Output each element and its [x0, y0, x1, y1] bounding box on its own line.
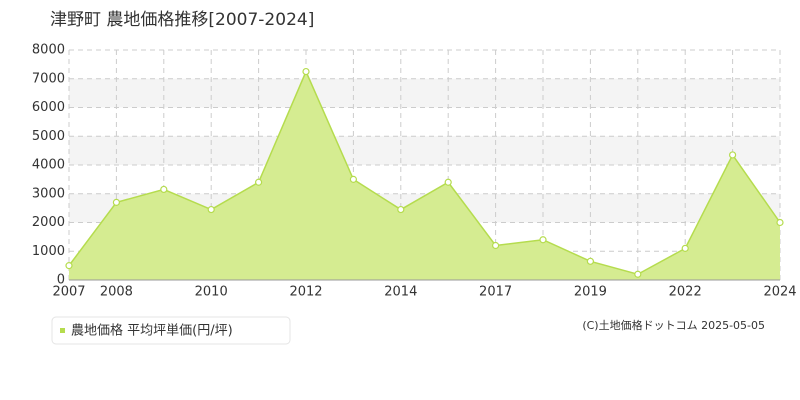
x-tick-label: 2017: [479, 285, 512, 300]
y-tick-label: 2000: [32, 215, 65, 230]
y-tick-label: 1000: [32, 244, 65, 259]
x-tick-label: 2007: [52, 285, 85, 300]
legend: 農地価格 平均坪単価(円/坪): [51, 316, 291, 345]
x-tick-label: 2022: [669, 285, 702, 300]
line: [68, 69, 781, 276]
x-tick-label: 2014: [384, 285, 417, 300]
marker: [255, 178, 263, 186]
x-tick-label: 2012: [289, 285, 322, 300]
marker: [160, 185, 168, 194]
marker: [207, 205, 215, 214]
band: [69, 136, 780, 165]
x-tick-label: 2019: [574, 285, 607, 300]
marker: [634, 270, 642, 278]
credit: (C)土地価格ドットコム 2025-05-05: [582, 318, 765, 332]
x-tick-label: 2008: [100, 285, 133, 300]
x-tick-label: 2024: [763, 285, 796, 300]
marker: [444, 178, 452, 186]
marker: [728, 151, 737, 159]
marker: [492, 241, 500, 250]
y-tick-label: 3000: [32, 186, 65, 201]
y-tick-label: 7000: [32, 71, 65, 86]
chart-title: 津野町 農地価格推移[2007-2024]: [50, 10, 314, 30]
marker: [539, 236, 547, 244]
x-tick-label: 2010: [195, 285, 228, 300]
marker: [397, 205, 405, 214]
legend-box: [51, 316, 291, 345]
marker: [112, 198, 121, 206]
marker: [65, 262, 73, 270]
y-tick-label: 4000: [32, 158, 65, 173]
legend-label: 農地価格 平均坪単価(円/坪): [71, 323, 233, 339]
marker: [349, 175, 357, 183]
y-tick-label: 8000: [32, 43, 65, 58]
y-tick-label: 5000: [32, 129, 65, 144]
area: [69, 71, 780, 280]
marker: [586, 257, 595, 265]
marker: [302, 67, 310, 76]
marker: [681, 244, 689, 252]
y-tick-label: 0: [57, 273, 65, 288]
band: [69, 78, 780, 108]
legend-swatch: [60, 328, 65, 333]
marker: [776, 218, 784, 227]
y-tick-label: 6000: [32, 100, 65, 115]
